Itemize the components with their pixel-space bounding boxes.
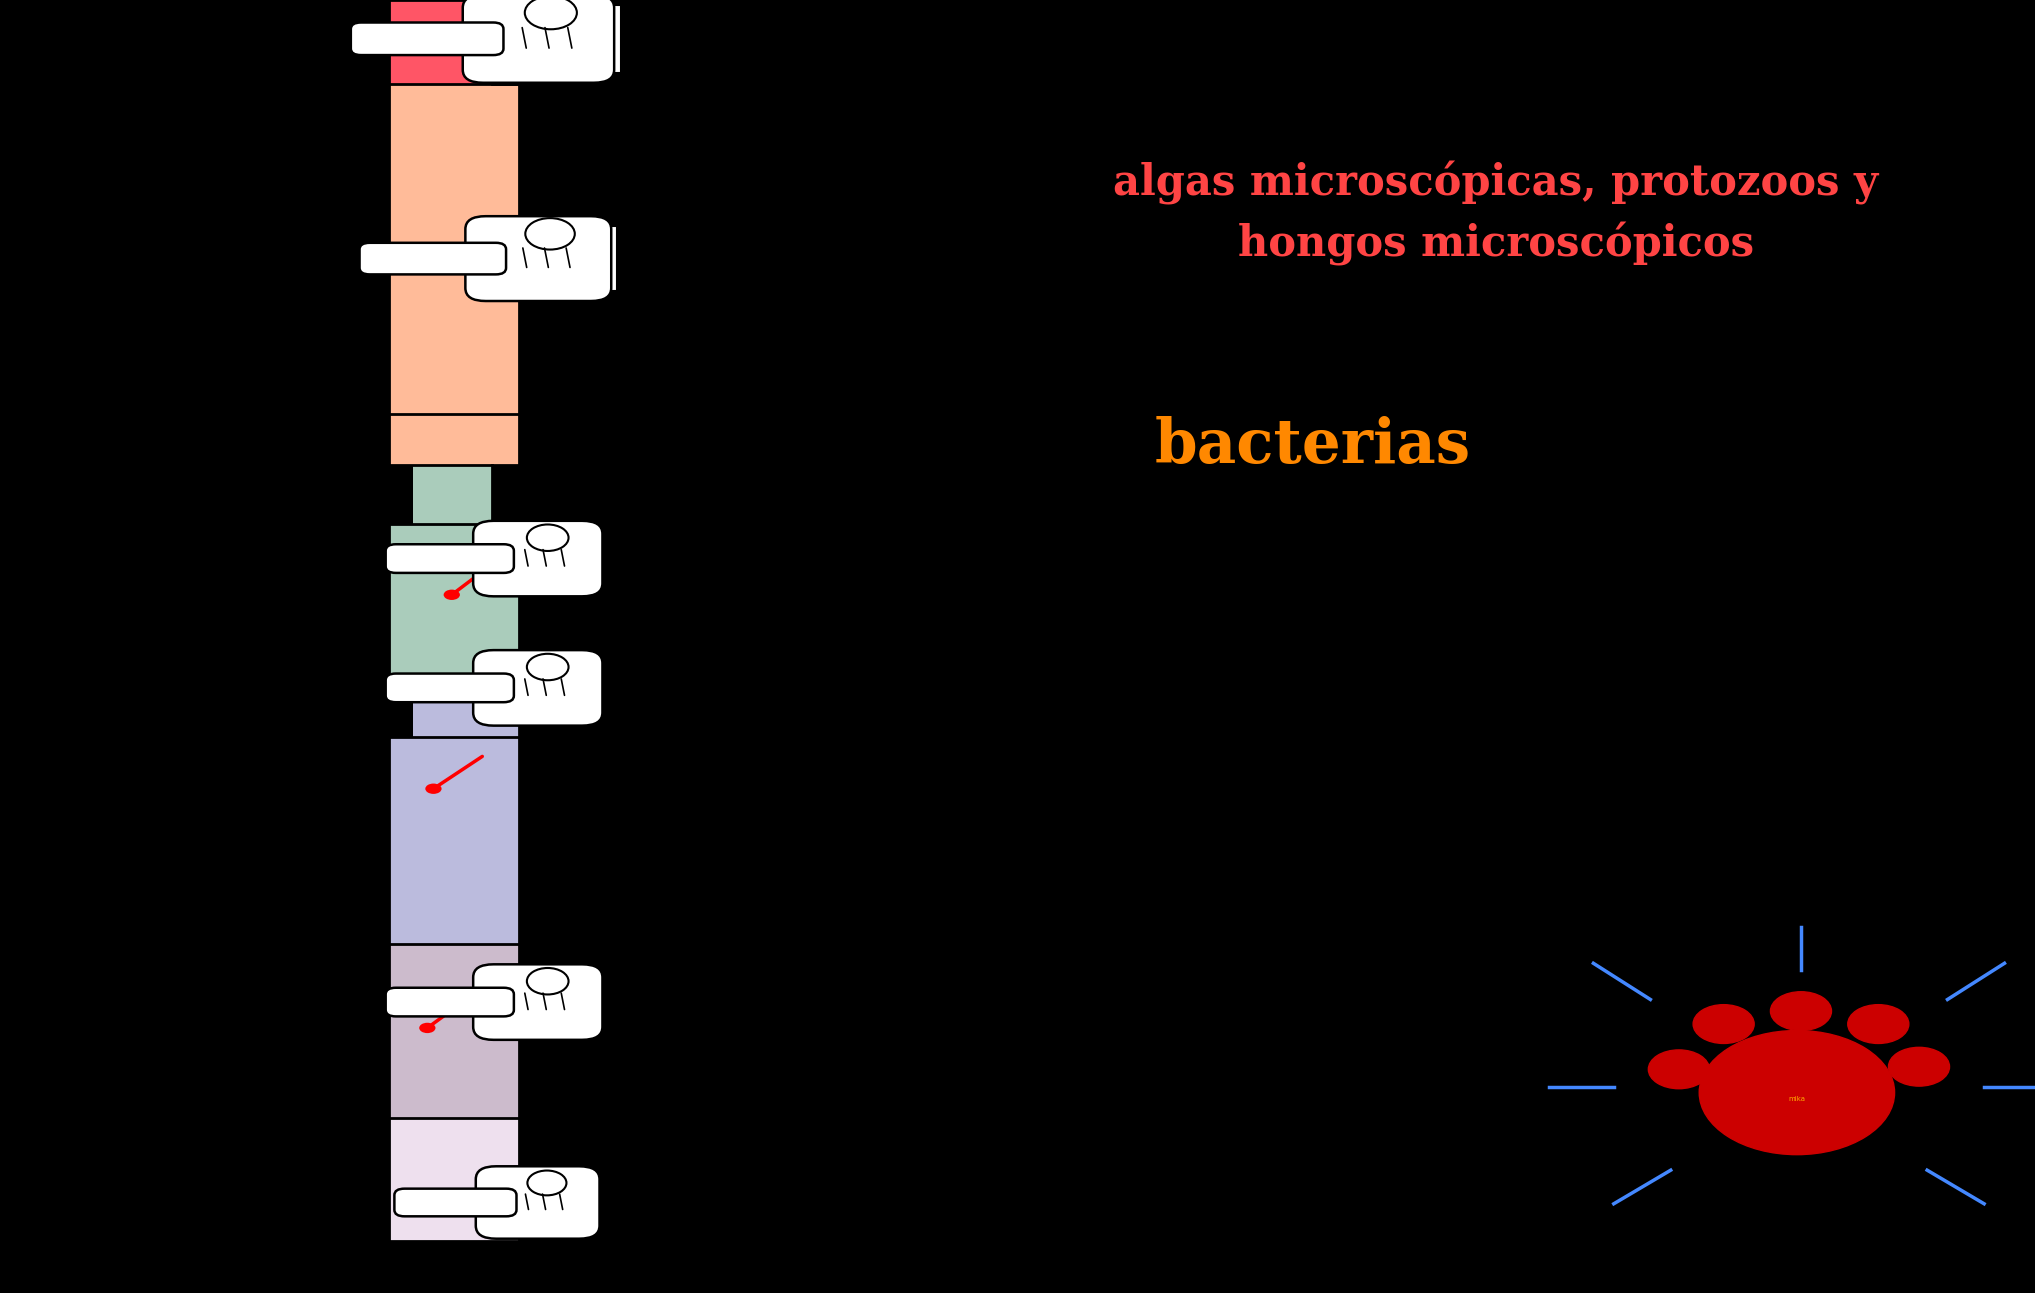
Circle shape (1848, 1005, 1909, 1043)
FancyBboxPatch shape (466, 216, 610, 301)
Circle shape (425, 784, 442, 794)
Bar (389, 414, 519, 465)
Circle shape (525, 219, 574, 250)
FancyBboxPatch shape (387, 674, 515, 702)
Bar (413, 692, 519, 737)
Bar (574, 661, 604, 715)
Bar (584, 5, 621, 72)
FancyBboxPatch shape (395, 1188, 517, 1217)
Circle shape (444, 590, 460, 600)
Bar (389, 737, 519, 944)
FancyBboxPatch shape (476, 1166, 600, 1239)
Circle shape (1770, 992, 1832, 1031)
Bar (574, 975, 604, 1029)
FancyBboxPatch shape (360, 243, 507, 274)
Circle shape (419, 1023, 435, 1033)
Circle shape (527, 525, 568, 551)
Text: algas microscópicas, protozoos y
hongos microscópicos: algas microscópicas, protozoos y hongos … (1113, 160, 1878, 266)
Circle shape (1699, 1031, 1895, 1155)
Circle shape (525, 0, 576, 30)
Circle shape (527, 654, 568, 680)
Bar (389, 0, 492, 52)
Circle shape (527, 1170, 566, 1195)
Circle shape (1888, 1047, 1950, 1086)
FancyBboxPatch shape (387, 544, 515, 573)
FancyBboxPatch shape (387, 988, 515, 1016)
Text: bacterias: bacterias (1154, 416, 1471, 476)
Bar (389, 52, 519, 84)
Bar (574, 531, 604, 586)
Bar (389, 944, 519, 1118)
FancyBboxPatch shape (474, 650, 602, 725)
Circle shape (1693, 1005, 1754, 1043)
Bar (389, 84, 519, 414)
FancyBboxPatch shape (474, 521, 602, 596)
Bar (389, 1118, 519, 1241)
FancyBboxPatch shape (474, 965, 602, 1040)
Circle shape (1648, 1050, 1709, 1089)
FancyBboxPatch shape (350, 22, 503, 56)
FancyBboxPatch shape (462, 0, 615, 83)
Bar (572, 1177, 600, 1228)
Circle shape (527, 968, 568, 994)
Bar (413, 465, 492, 524)
Bar (582, 226, 617, 291)
Text: mika: mika (1789, 1096, 1805, 1102)
Bar (389, 524, 519, 692)
